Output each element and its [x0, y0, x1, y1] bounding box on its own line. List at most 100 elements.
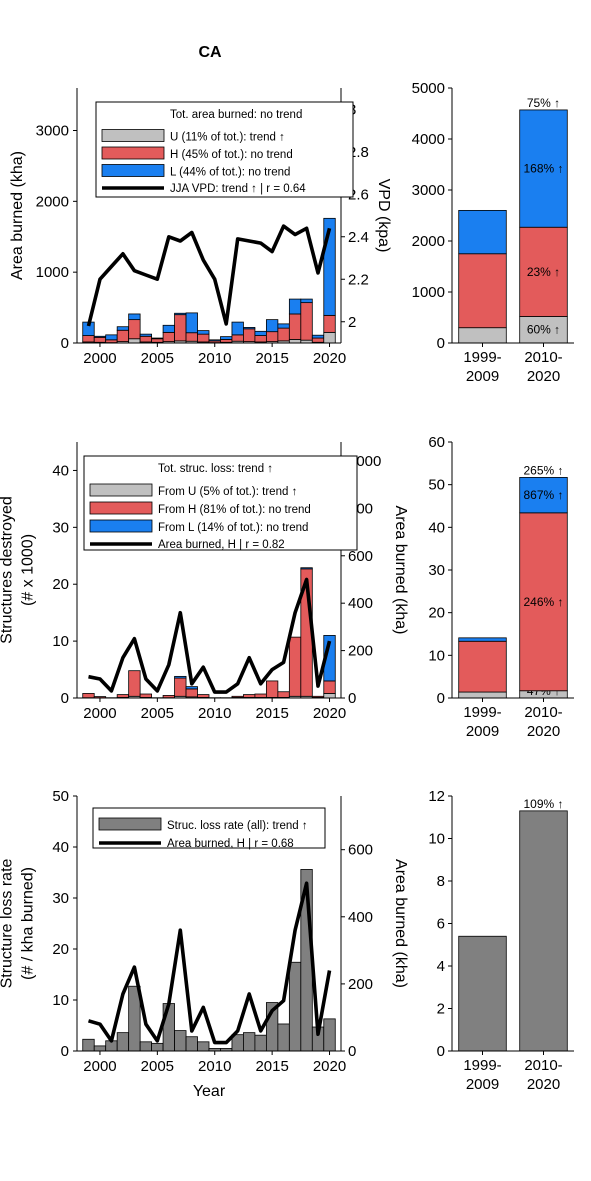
y-tick-label: 40 — [428, 519, 445, 536]
bar-H-2011 — [220, 339, 233, 343]
x-tick-label: 2020 — [313, 350, 346, 367]
bar-H-2004 — [139, 335, 153, 343]
y2-axis-title: Area burned (kha) — [392, 859, 409, 988]
bar-H-2009 — [197, 333, 210, 343]
legend-header: Tot. area burned: no trend — [170, 109, 302, 121]
summary-bar-L-0 — [458, 637, 507, 642]
y-tick-label: 4 — [437, 958, 445, 975]
bar-H-2007 — [174, 677, 187, 697]
y2-axis-title: VPD (kpa) — [375, 179, 392, 253]
panel1_timeseries: 2000 2005 2010 2015 2020 0 1000 2000 3000 2 2.2 2.4… — [9, 88, 392, 367]
bar-L-2020 — [323, 217, 336, 316]
x-tick-label: 1999- — [463, 704, 501, 721]
series-line — [88, 577, 332, 694]
legend: Tot. struc. loss: trend ↑ From U (5% of t… — [83, 455, 358, 551]
y2-tick-label: 0 — [348, 1043, 356, 1060]
bar-H-2013 — [243, 694, 256, 698]
x-tick-label: 2000 — [83, 1058, 116, 1075]
bar-all-2002 — [116, 1032, 130, 1052]
bar-H-2017 — [288, 636, 302, 697]
bar-H-2008 — [185, 332, 198, 342]
y-tick-label: 10 — [428, 831, 445, 848]
bar-all-2004 — [139, 1041, 153, 1052]
legend: Struc. loss rate (all): trend ↑ Area burn… — [92, 807, 326, 850]
x-tick-label: 2010- — [524, 704, 562, 721]
bar-L-2002 — [116, 326, 130, 331]
bar-L-2008 — [185, 686, 198, 690]
y2-tick-label: 2.4 — [348, 229, 369, 246]
legend: Tot. area burned: no trend U (11% of tot.… — [95, 101, 354, 198]
legend-label-line: Area burned, H | r = 0.68 — [167, 838, 294, 850]
y-tick-label: 2 — [437, 1001, 445, 1018]
bar-H-2008 — [185, 688, 198, 698]
legend-label-all: Struc. loss rate (all): trend ↑ — [167, 820, 308, 832]
bar-L-2016 — [277, 323, 290, 329]
legend-label-U: U (11% of tot.): trend ↑ — [170, 132, 285, 144]
y-tick-label: 30 — [52, 519, 69, 536]
x-tick-label: 2010- — [524, 1057, 562, 1074]
x-tick-label: 2015 — [255, 1058, 288, 1075]
bar-all-2008 — [185, 1036, 198, 1052]
x-tick-label: 2010 — [198, 705, 231, 722]
y-tick-label: 20 — [52, 576, 69, 593]
y-tick-label: 0 — [61, 1043, 69, 1060]
bar-H-2013 — [243, 328, 256, 342]
y2-tick-label: 600 — [348, 842, 373, 859]
panel3_timeseries: 2000 2005 2010 2015 202001020304050020040060… — [0, 788, 409, 1100]
series-line — [87, 881, 332, 1045]
legend-label-L: From L (14% of tot.): no trend — [158, 522, 308, 534]
bar-L-2004 — [139, 333, 153, 337]
bar-H-1999 — [82, 693, 95, 699]
legend-label-line: Area burned, H | r = 0.82 — [158, 539, 285, 551]
x-tick-label: 2010 — [198, 1058, 231, 1075]
y-tick-label: 50 — [428, 477, 445, 494]
legend-swatch-U — [101, 129, 165, 142]
summary-bar-L-0 — [458, 209, 507, 255]
bar-U-2020 — [323, 331, 336, 344]
bar-H-2009 — [197, 694, 210, 698]
y-tick-label: 12 — [428, 788, 445, 805]
y-tick-label: 20 — [428, 605, 445, 622]
bar-all-2020 — [323, 1018, 336, 1052]
bar-L-2001 — [105, 334, 118, 341]
bar-H-2003 — [128, 670, 141, 697]
bar-all-2000 — [93, 1045, 107, 1052]
bar-L-2007 — [174, 675, 187, 679]
summary-bar-L-1 — [519, 109, 568, 228]
y2-tick-label: 600 — [348, 548, 373, 565]
panel2_summary: 1999-200947% ↑246% ↑867% ↑265% ↑2010-202… — [428, 434, 574, 740]
bar-L-2019 — [311, 334, 325, 339]
bar-L-2010 — [208, 339, 221, 342]
segment-change-label: 60% ↑ — [527, 323, 560, 337]
bar-H-2018 — [300, 302, 313, 341]
bar-L-2000 — [93, 335, 107, 338]
bar-L-2005 — [151, 337, 164, 340]
y-axis-title: Structures destroyed — [0, 496, 16, 644]
segment-change-label: 246% ↑ — [523, 595, 563, 609]
panel2_timeseries: 2000 2005 2010 2015 202001020304002004006008… — [0, 442, 409, 722]
bar-all-2006 — [162, 1003, 175, 1052]
bar-L-2011 — [220, 336, 233, 340]
legend-label-U: From U (5% of tot.): trend ↑ — [158, 486, 297, 498]
bar-L-2014 — [254, 330, 267, 336]
y-tick-label: 30 — [52, 890, 69, 907]
y-tick-label: 0 — [61, 690, 69, 707]
legend-swatch-H — [101, 146, 165, 160]
y-tick-label: 10 — [52, 633, 69, 650]
y-axis-title: Structure loss rate — [0, 858, 16, 988]
bar-H-2019 — [311, 695, 325, 698]
bar-U-2020 — [323, 693, 336, 699]
bar-all-2016 — [277, 1023, 290, 1052]
legend-swatch-all — [98, 817, 162, 831]
bar-L-2007 — [174, 312, 187, 316]
y2-tick-label: 200 — [348, 643, 373, 660]
bar-H-2006 — [162, 695, 175, 699]
bar-H-2006 — [162, 331, 175, 342]
x-tick-label: 2020 — [313, 1058, 346, 1075]
bar-L-2008 — [185, 312, 198, 334]
panel1_summary: 1999- 2009 60% ↑ 23% ↑ 168% ↑ 75% ↑ 2010- 2020 0… — [412, 80, 574, 385]
total-change-label: 265% ↑ — [523, 463, 563, 477]
x-tick-label: 2010- — [524, 349, 562, 366]
bar-H-2017 — [288, 313, 302, 340]
